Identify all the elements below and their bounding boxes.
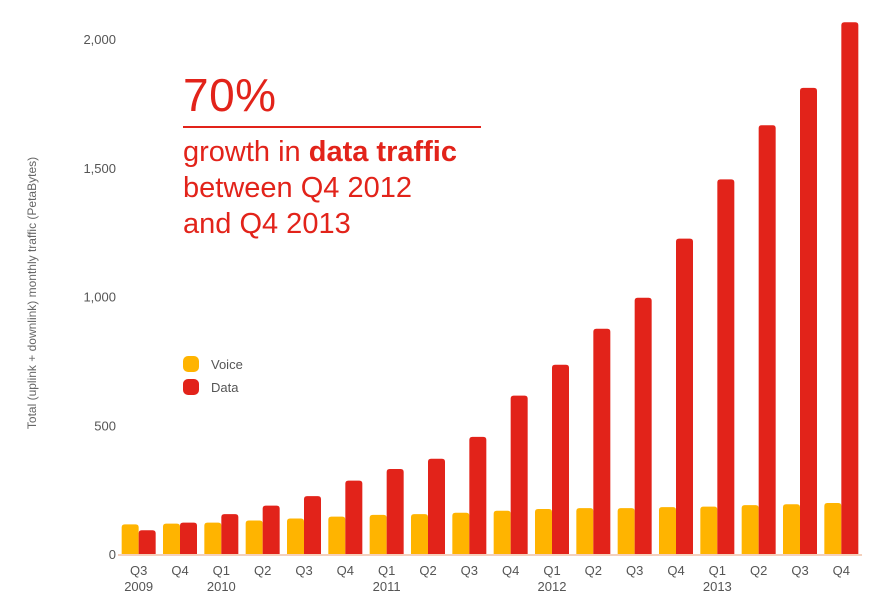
voice-bar <box>163 523 180 554</box>
data-bar <box>634 297 652 554</box>
voice-bar <box>287 518 304 554</box>
legend: Voice Data <box>183 356 243 395</box>
data-legend-swatch <box>183 379 199 395</box>
x-year-label: 2009 <box>124 579 153 594</box>
callout-line-3: and Q4 2013 <box>183 208 351 240</box>
y-tick-label: 1,000 <box>83 290 116 305</box>
voice-bar <box>535 508 552 554</box>
x-axis-year-labels: 2009 2010 2011 2012 2013 <box>124 579 732 594</box>
voice-bar <box>700 506 718 554</box>
data-bar <box>717 179 735 554</box>
y-tick-label: 2,000 <box>83 32 116 47</box>
data-bar <box>345 480 363 554</box>
data-bar <box>676 238 693 554</box>
callout-line-1-bold: data traffic <box>308 136 457 168</box>
y-tick-label: 0 <box>109 547 116 562</box>
y-tick-label: 1,500 <box>83 161 116 176</box>
x-tick-label: Q4 <box>171 563 188 578</box>
x-year-label: 2013 <box>703 579 732 594</box>
voice-bar <box>245 520 263 554</box>
callout-line-2: between Q4 2012 <box>183 172 412 204</box>
voice-bar <box>328 516 346 554</box>
y-tick-label: 500 <box>94 418 116 433</box>
voice-bar <box>576 508 594 554</box>
x-tick-label: Q4 <box>833 563 850 578</box>
y-axis-ticks: 0 500 1,000 1,500 2,000 <box>83 32 116 562</box>
data-bar <box>800 87 817 555</box>
callout-divider <box>183 126 481 128</box>
x-year-label: 2010 <box>207 579 236 594</box>
data-bar <box>469 436 487 554</box>
voice-bar <box>411 514 428 554</box>
x-tick-label: Q4 <box>502 563 519 578</box>
voice-bar <box>824 503 842 554</box>
voice-bar <box>452 512 470 554</box>
data-bar <box>593 328 611 554</box>
x-tick-label: Q3 <box>295 563 312 578</box>
x-tick-label: Q4 <box>667 563 684 578</box>
callout-line-1: growth in data traffic <box>183 134 483 170</box>
x-tick-label: Q1 <box>543 563 560 578</box>
x-tick-label: Q1 <box>213 563 230 578</box>
x-tick-label: Q2 <box>419 563 436 578</box>
x-tick-label: Q1 <box>709 563 726 578</box>
x-tick-label: Q3 <box>130 563 147 578</box>
data-bar <box>428 458 445 554</box>
bars-group <box>121 22 859 555</box>
x-axis-ticks: Q3 Q4 Q1 Q2 Q3 Q4 Q1 Q2 Q3 Q4 Q1 Q2 Q3 Q4 Q1 Q2 Q3 Q4 <box>130 563 850 578</box>
callout-line-1-prefix: growth in <box>183 136 309 168</box>
data-bar <box>262 505 280 554</box>
voice-legend-swatch <box>183 356 199 372</box>
data-bar <box>221 514 239 554</box>
x-year-label: 2011 <box>373 579 401 594</box>
voice-bar <box>369 514 387 554</box>
voice-bar <box>204 522 222 554</box>
data-bar <box>304 496 321 554</box>
y-axis-label: Total (uplink + downlink) monthly traffi… <box>25 157 39 429</box>
data-legend-label: Data <box>211 380 239 395</box>
x-tick-label: Q1 <box>378 563 395 578</box>
voice-bar <box>121 524 139 554</box>
voice-bar <box>659 507 676 554</box>
data-bar <box>552 364 569 554</box>
x-tick-label: Q3 <box>791 563 808 578</box>
data-bar <box>758 125 776 554</box>
x-tick-label: Q2 <box>254 563 271 578</box>
voice-bar <box>493 510 511 554</box>
voice-bar <box>617 508 635 554</box>
voice-bar <box>741 505 759 554</box>
voice-legend-label: Voice <box>211 357 243 372</box>
x-year-label: 2012 <box>538 579 567 594</box>
x-tick-label: Q3 <box>626 563 643 578</box>
x-tick-label: Q3 <box>461 563 478 578</box>
x-tick-label: Q2 <box>750 563 767 578</box>
growth-callout: 70% growth in data traffic between Q4 20… <box>183 68 483 242</box>
voice-bar <box>783 504 800 554</box>
data-bar <box>841 22 859 554</box>
data-bar <box>180 522 197 554</box>
x-tick-label: Q4 <box>337 563 354 578</box>
data-bar <box>386 469 404 554</box>
data-bar <box>510 395 528 554</box>
x-tick-label: Q2 <box>585 563 602 578</box>
growth-percentage: 70% <box>183 69 277 121</box>
data-bar <box>138 530 156 554</box>
